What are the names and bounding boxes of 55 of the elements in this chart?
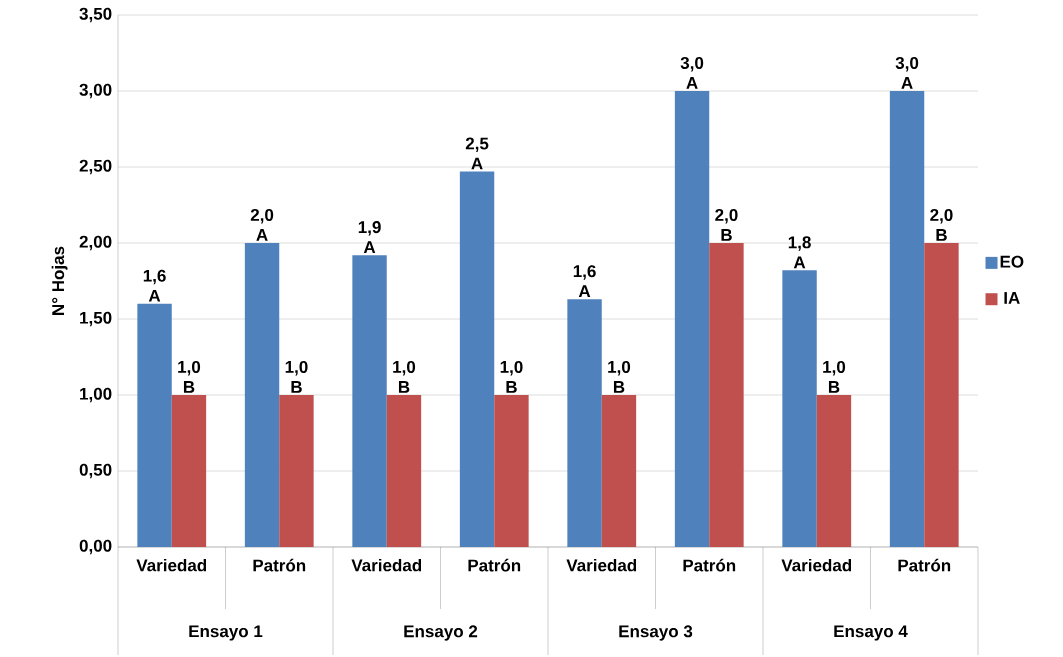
data-label: 3,0 A xyxy=(895,56,919,89)
data-label: 1,6 A xyxy=(143,269,166,302)
legend-label: EO xyxy=(1000,255,1024,268)
x-tick-label: Patrón xyxy=(683,558,736,572)
bar xyxy=(889,91,925,547)
bar xyxy=(674,91,710,547)
bar xyxy=(244,243,280,547)
x-tick-label: Variedad xyxy=(351,558,422,572)
x-tick-label: Patrón xyxy=(253,558,306,572)
data-label: 1,6 A xyxy=(573,265,596,298)
bar xyxy=(709,243,744,547)
bar xyxy=(459,171,495,547)
data-label: 1,9 A xyxy=(358,221,381,253)
data-label: 1,0 B xyxy=(500,360,523,393)
data-label: 1,0 B xyxy=(823,360,846,393)
x-tick-label: Variedad xyxy=(136,558,207,572)
x-tick-label: Variedad xyxy=(566,558,637,572)
y-tick-label: 2,00 xyxy=(79,235,112,251)
data-label: 2,5 A xyxy=(465,137,489,170)
data-label: 1,8 A xyxy=(788,236,811,269)
bar xyxy=(924,243,959,547)
y-tick-label: 0,00 xyxy=(79,539,112,555)
data-label: 2,0 A xyxy=(250,208,274,241)
data-label: 1,0 B xyxy=(608,360,631,393)
bar xyxy=(386,395,422,547)
x-tick-label: Variedad xyxy=(781,558,852,572)
y-tick-label: 3,50 xyxy=(79,7,112,23)
text: Ensayo 4 xyxy=(834,625,908,641)
bar xyxy=(601,395,637,547)
data-label: 1,0 B xyxy=(393,360,416,393)
data-label: 1,0 B xyxy=(285,360,308,393)
bar xyxy=(567,299,602,547)
bar xyxy=(279,395,314,547)
bar xyxy=(816,395,852,547)
text: Ensayo 3 xyxy=(619,625,693,641)
bar xyxy=(352,255,387,547)
data-label: 2,0 B xyxy=(715,208,738,241)
y-axis-title: N° Hojas xyxy=(51,246,68,315)
x-tick-label: Patrón xyxy=(898,558,951,572)
legend-label: IA xyxy=(1004,292,1020,304)
data-label: 2,0 B xyxy=(930,208,953,241)
bar xyxy=(494,395,529,547)
y-tick-label: 3,00 xyxy=(79,83,112,99)
x-tick-label: Patrón xyxy=(468,558,521,572)
y-tick-label: 1,00 xyxy=(80,387,112,403)
text: Ensayo 1 xyxy=(189,625,263,641)
y-tick-label: 1,50 xyxy=(80,311,112,327)
data-label: 3,0 A xyxy=(680,56,704,89)
bar xyxy=(171,395,207,547)
data-label: 1,0 B xyxy=(178,360,201,393)
y-tick-label: 2,50 xyxy=(79,159,112,175)
y-tick-label: 0,50 xyxy=(79,463,112,479)
text: Ensayo 2 xyxy=(404,625,478,641)
bar xyxy=(137,303,172,547)
bar xyxy=(782,270,817,547)
